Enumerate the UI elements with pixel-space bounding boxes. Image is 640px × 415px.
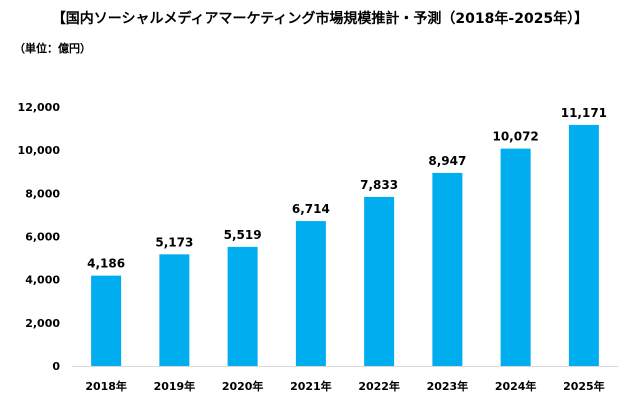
bar bbox=[159, 254, 190, 366]
y-tick-label: 4,000 bbox=[25, 274, 60, 287]
y-tick-label: 0 bbox=[52, 360, 60, 373]
bar bbox=[91, 275, 122, 366]
y-axis-labels: 0 2,000 4,000 6,000 8,000 10,000 12,000 bbox=[18, 101, 61, 373]
y-tick-label: 6,000 bbox=[25, 231, 60, 244]
data-label: 5,519 bbox=[224, 228, 262, 242]
x-tick-label: 2023年 bbox=[427, 379, 469, 393]
bar bbox=[295, 221, 326, 366]
bar bbox=[364, 196, 395, 366]
bars bbox=[91, 124, 599, 367]
unit-label: （単位：億円） bbox=[14, 42, 91, 55]
data-label: 5,173 bbox=[155, 235, 193, 249]
y-tick-label: 2,000 bbox=[25, 317, 60, 330]
x-tick-label: 2024年 bbox=[495, 379, 537, 393]
x-tick-label: 2021年 bbox=[290, 379, 332, 393]
data-labels: 4,186 5,173 5,519 6,714 7,833 8,947 10,072 11,1… bbox=[87, 106, 607, 271]
bar bbox=[227, 246, 258, 366]
data-label: 4,186 bbox=[87, 257, 125, 271]
bar bbox=[568, 124, 599, 367]
x-tick-label: 2019年 bbox=[154, 379, 196, 393]
x-tick-label: 2018年 bbox=[85, 379, 127, 393]
x-tick-label: 2020年 bbox=[222, 379, 264, 393]
data-label: 10,072 bbox=[492, 130, 538, 144]
data-label: 11,171 bbox=[561, 106, 607, 120]
y-tick-label: 8,000 bbox=[25, 187, 60, 200]
bar bbox=[500, 148, 531, 366]
x-tick-label: 2022年 bbox=[358, 379, 400, 393]
data-label: 7,833 bbox=[360, 178, 398, 192]
data-label: 6,714 bbox=[292, 202, 330, 216]
data-label: 8,947 bbox=[428, 154, 466, 168]
y-tick-label: 12,000 bbox=[18, 101, 61, 114]
y-tick-label: 10,000 bbox=[18, 144, 61, 157]
chart-title: 【国内ソーシャルメディアマーケティング市場規模推計・予測（2018年-2025年… bbox=[51, 11, 589, 27]
bar bbox=[432, 172, 463, 366]
x-axis-labels: 2018年 2019年 2020年 2021年 2022年 2023年 2024年 2025年 bbox=[85, 379, 604, 393]
x-tick-label: 2025年 bbox=[563, 379, 605, 393]
